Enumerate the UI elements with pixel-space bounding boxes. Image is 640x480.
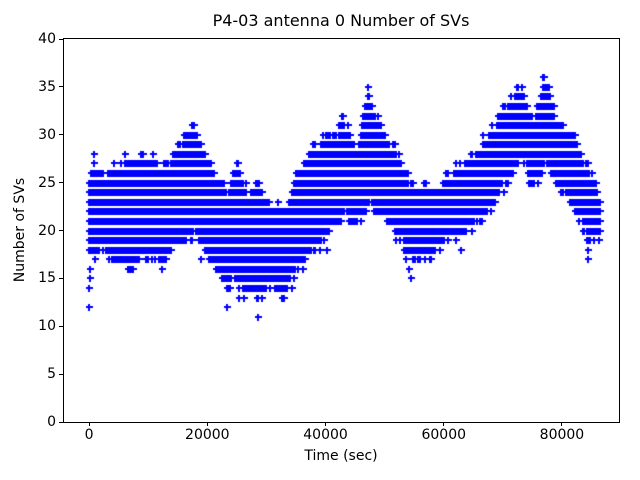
x-tick-mark	[206, 422, 208, 426]
y-tick-label: 25	[38, 174, 56, 191]
y-tick-mark	[59, 230, 63, 231]
x-tick-label: 20000	[185, 427, 230, 443]
y-tick-mark	[59, 182, 63, 184]
y-tick-label: 40	[38, 31, 56, 47]
scatter-points-canvas	[64, 39, 619, 422]
y-tick-mark	[59, 277, 63, 279]
x-tick-mark	[443, 422, 445, 426]
x-tick-label: 80000	[539, 427, 585, 443]
x-tick-label: 0	[84, 427, 94, 443]
y-tick-mark	[59, 325, 63, 327]
y-axis-label: Number of SVs	[12, 177, 28, 283]
y-tick-mark	[59, 373, 63, 375]
y-tick-mark	[59, 134, 63, 136]
y-tick-label: 30	[38, 126, 56, 143]
x-tick-mark	[325, 422, 327, 426]
plot-area	[63, 38, 620, 423]
y-tick-label: 15	[38, 270, 56, 287]
chart-title: P4-03 antenna 0 Number of SVs	[212, 11, 470, 30]
y-tick-mark	[59, 421, 63, 423]
y-tick-mark	[59, 86, 63, 88]
x-tick-label: 60000	[421, 427, 467, 443]
x-tick-mark	[88, 422, 90, 426]
x-tick-mark	[561, 422, 563, 426]
y-tick-label: 10	[38, 318, 56, 335]
x-tick-label: 40000	[303, 427, 348, 443]
y-tick-mark	[59, 38, 63, 40]
y-tick-label: 0	[47, 414, 56, 430]
y-tick-label: 20	[38, 222, 56, 239]
y-tick-label: 35	[38, 78, 56, 95]
x-axis-label: Time (sec)	[304, 448, 378, 464]
y-tick-label: 5	[47, 366, 56, 383]
